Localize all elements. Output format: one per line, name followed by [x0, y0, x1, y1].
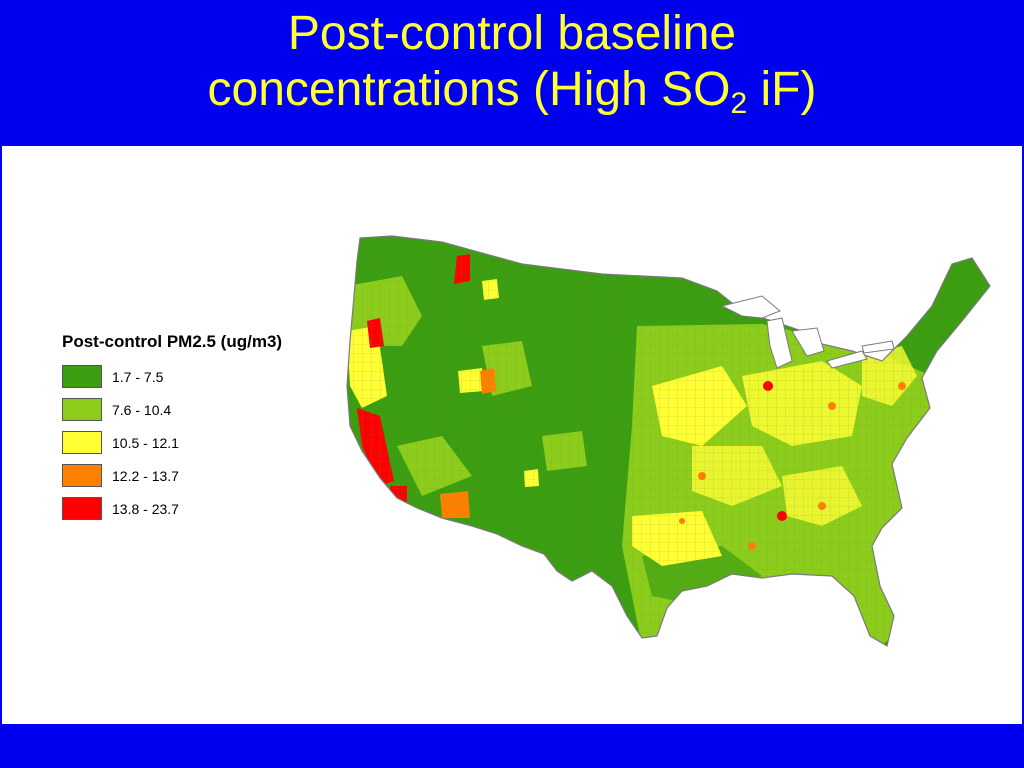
legend-swatch [62, 398, 102, 421]
legend-title: Post-control PM2.5 (ug/m3) [62, 332, 283, 351]
legend-label: 7.6 - 10.4 [112, 401, 172, 418]
title-line-2: concentrations (High SO2 iF) [0, 62, 1024, 120]
legend-swatch [62, 431, 102, 454]
legend-item: 12.2 - 13.7 [62, 459, 342, 492]
title-line-2-prefix: concentrations (High SO [207, 63, 731, 116]
bottom-bar [0, 724, 1024, 768]
legend-swatch [62, 497, 102, 520]
legend-label: 1.7 - 7.5 [112, 368, 164, 385]
title-line-1: Post-control baseline [287, 7, 737, 60]
title-line-2-suffix: iF) [747, 63, 817, 116]
legend-label: 10.5 - 12.1 [112, 434, 179, 451]
legend-swatch [62, 464, 102, 487]
legend-item: 1.7 - 7.5 [62, 360, 342, 393]
great-lakes [720, 295, 895, 369]
legend-label: 13.8 - 23.7 [112, 500, 179, 517]
slide-title: Post-control baseline concentrations (Hi… [0, 0, 1024, 145]
legend-item: 7.6 - 10.4 [62, 393, 342, 426]
map-panel: Post-control PM2.5 (ug/m3) 1.7 - 7.5 7.6 … [2, 146, 1022, 724]
legend-items: 1.7 - 7.5 7.6 - 10.4 10.5 - 12.1 12.2 - 13.… [62, 360, 342, 525]
legend-item: 10.5 - 12.1 [62, 426, 342, 459]
legend-swatch [62, 365, 102, 388]
us-county-map [346, 235, 991, 647]
legend-label: 12.2 - 13.7 [112, 467, 179, 484]
legend-item: 13.8 - 23.7 [62, 492, 342, 525]
map-fill [347, 236, 990, 646]
title-subscript: 2 [730, 87, 748, 120]
map-legend: Post-control PM2.5 (ug/m3) 1.7 - 7.5 7.6 … [62, 332, 342, 525]
